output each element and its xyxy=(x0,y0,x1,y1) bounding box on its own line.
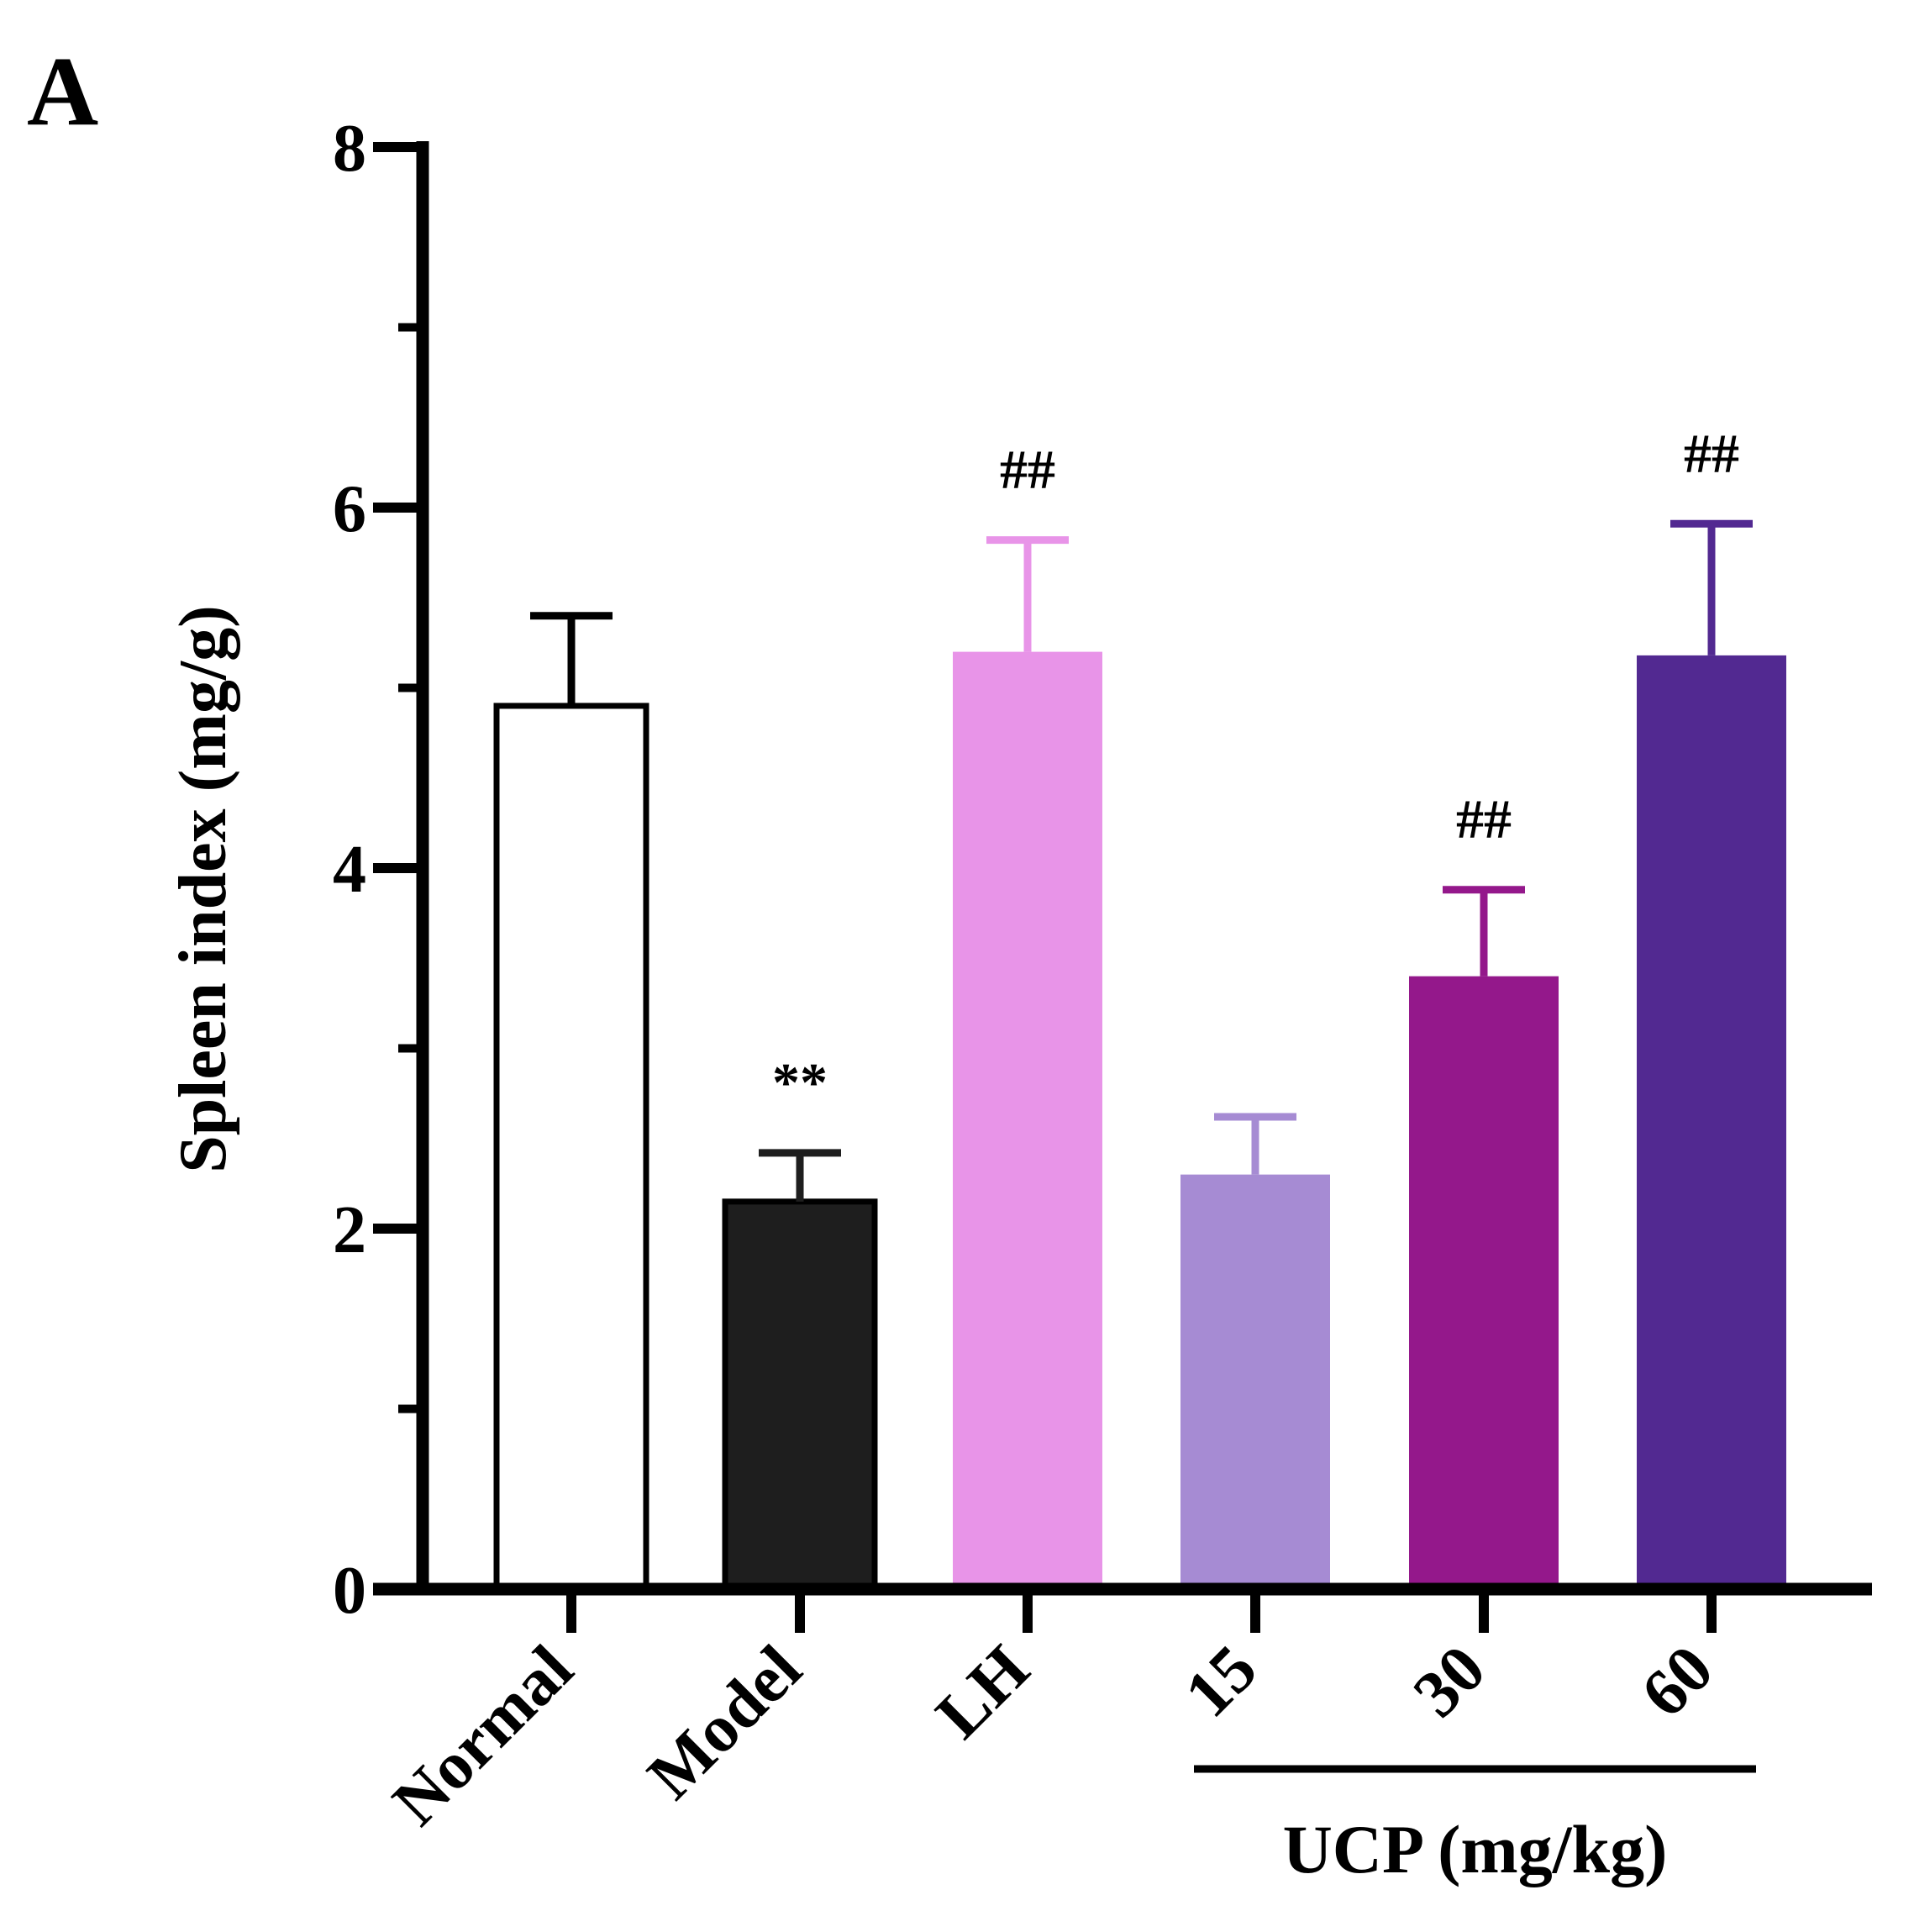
bar-normal xyxy=(493,703,649,1592)
x-tick-label-30: 30 xyxy=(1400,1632,1500,1732)
significance-label-60: ## xyxy=(1684,423,1739,484)
x-tick-label-normal: Normal xyxy=(379,1632,587,1840)
x-tick-label-60: 60 xyxy=(1627,1632,1727,1732)
y-tick-label-6: 6 xyxy=(333,472,366,546)
bar-lh xyxy=(953,651,1102,1589)
y-tick-label-2: 2 xyxy=(333,1193,366,1267)
significance-label-30: ## xyxy=(1456,789,1512,850)
x-tick-label-15: 15 xyxy=(1171,1632,1271,1732)
x-tick-label-model: Model xyxy=(634,1632,816,1814)
bar-model xyxy=(722,1198,878,1592)
group-label: UCP (mg/kg) xyxy=(1283,1811,1668,1887)
error-bars-layer xyxy=(530,519,1753,1202)
bars-layer xyxy=(493,651,1786,1592)
bar-30 xyxy=(1409,976,1559,1589)
panel-label: A xyxy=(27,36,98,146)
x-ticks-layer: Normal Model LH 15 30 60 xyxy=(379,1589,1727,1840)
significance-label-model: ** xyxy=(772,1052,828,1113)
bar-15 xyxy=(1180,1174,1330,1589)
y-axis-label: Spleen index (mg/g) xyxy=(166,605,240,1173)
y-tick-label-8: 8 xyxy=(333,112,366,186)
significance-label-lh: ## xyxy=(1000,440,1055,501)
y-tick-label-4: 4 xyxy=(333,833,366,907)
y-ticks-layer: 0 2 4 6 8 xyxy=(333,112,423,1628)
x-tick-label-lh: LH xyxy=(923,1632,1044,1753)
bar-60 xyxy=(1637,655,1786,1589)
y-tick-label-0: 0 xyxy=(333,1554,366,1628)
significance-labels-layer: ** ## ## ## xyxy=(772,423,1739,1113)
